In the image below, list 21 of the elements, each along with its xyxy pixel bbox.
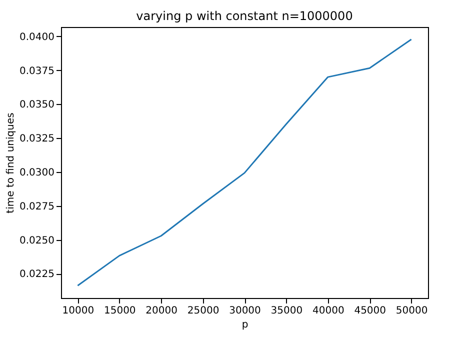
y-tick-label: 0.0275	[20, 201, 54, 212]
y-tick-label: 0.0350	[20, 100, 54, 111]
x-tick-label: 30000	[229, 306, 261, 316]
x-axis-title: p	[242, 320, 248, 330]
x-tick-label: 45000	[354, 306, 386, 316]
x-tick-label: 10000	[62, 306, 94, 316]
x-tick-label: 35000	[270, 306, 303, 316]
y-tick-label: 0.0250	[20, 235, 54, 246]
x-tick-label: 25000	[187, 306, 220, 316]
y-axis-title: time to find uniques	[6, 112, 17, 214]
x-tick-label: 15000	[104, 306, 136, 316]
line-series	[76, 38, 412, 286]
y-tick-label: 0.0400	[20, 32, 54, 43]
x-tick-label: 40000	[312, 306, 344, 316]
y-tick-label: 0.0375	[20, 66, 54, 77]
x-tick-label: 20000	[146, 306, 178, 316]
x-tick-label: 50000	[396, 306, 428, 316]
y-tick-label: 0.0325	[20, 134, 54, 145]
y-tick-label: 0.0225	[20, 269, 54, 280]
chart-title: varying p with constant n=1000000	[136, 9, 353, 23]
y-tick-label: 0.0300	[20, 167, 54, 178]
